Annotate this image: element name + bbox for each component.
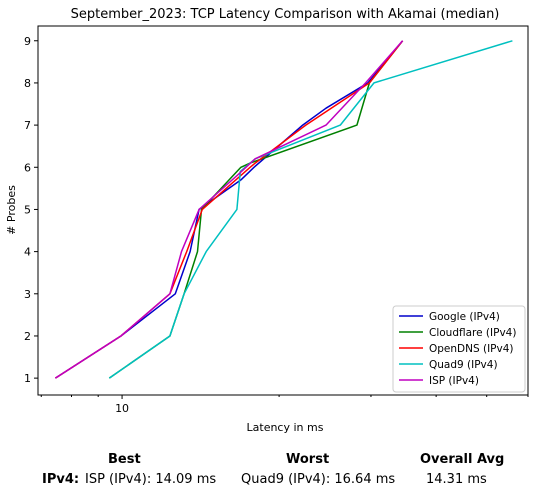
legend-entry: Cloudflare (IPv4) [429,327,516,339]
y-tick-label: 5 [24,203,31,216]
legend-box [392,305,526,393]
best-header: Best [108,452,141,467]
x-tick-label: 10 [115,402,129,415]
worst-value: Quad9 (IPv4): 16.64 ms [241,472,396,487]
overall-avg-header: Overall Avg [420,452,505,467]
y-axis: 1 2 3 4 5 6 7 8 9 [24,35,38,385]
legend: Google (IPv4) Cloudflare (IPv4) OpenDNS (I… [392,305,526,393]
y-axis-label: # Probes [5,185,18,235]
y-tick-label: 1 [24,372,31,385]
legend-entry: Google (IPv4) [429,311,500,323]
best-value: ISP (IPv4): 14.09 ms [85,472,217,487]
worst-header: Worst [286,452,330,467]
legend-entry: ISP (IPv4) [429,375,479,387]
y-tick-label: 9 [24,35,31,48]
overall-avg-value: 14.31 ms [426,472,487,487]
x-axis: 10 [40,395,529,415]
y-tick-label: 2 [24,330,31,343]
summary-table: Best Worst Overall Avg IPv4: ISP (IPv4):… [0,450,541,494]
y-tick-label: 6 [24,161,31,174]
y-tick-label: 4 [24,246,31,259]
y-tick-label: 8 [24,77,31,90]
legend-entry: OpenDNS (IPv4) [429,343,514,355]
series-line-2 [54,40,404,379]
plot-frame [37,25,529,396]
chart-title: September_2023: TCP Latency Comparison w… [71,7,500,22]
legend-entry: Quad9 (IPv4) [429,359,498,371]
series-line-0 [54,40,404,379]
row-label: IPv4: [42,472,80,487]
y-tick-label: 7 [24,119,31,132]
y-tick-label: 3 [24,288,31,301]
series-line-3 [108,40,513,379]
x-axis-label: Latency in ms [247,421,324,434]
latency-chart: September_2023: TCP Latency Comparison w… [5,7,529,434]
series-line-4 [54,40,404,379]
